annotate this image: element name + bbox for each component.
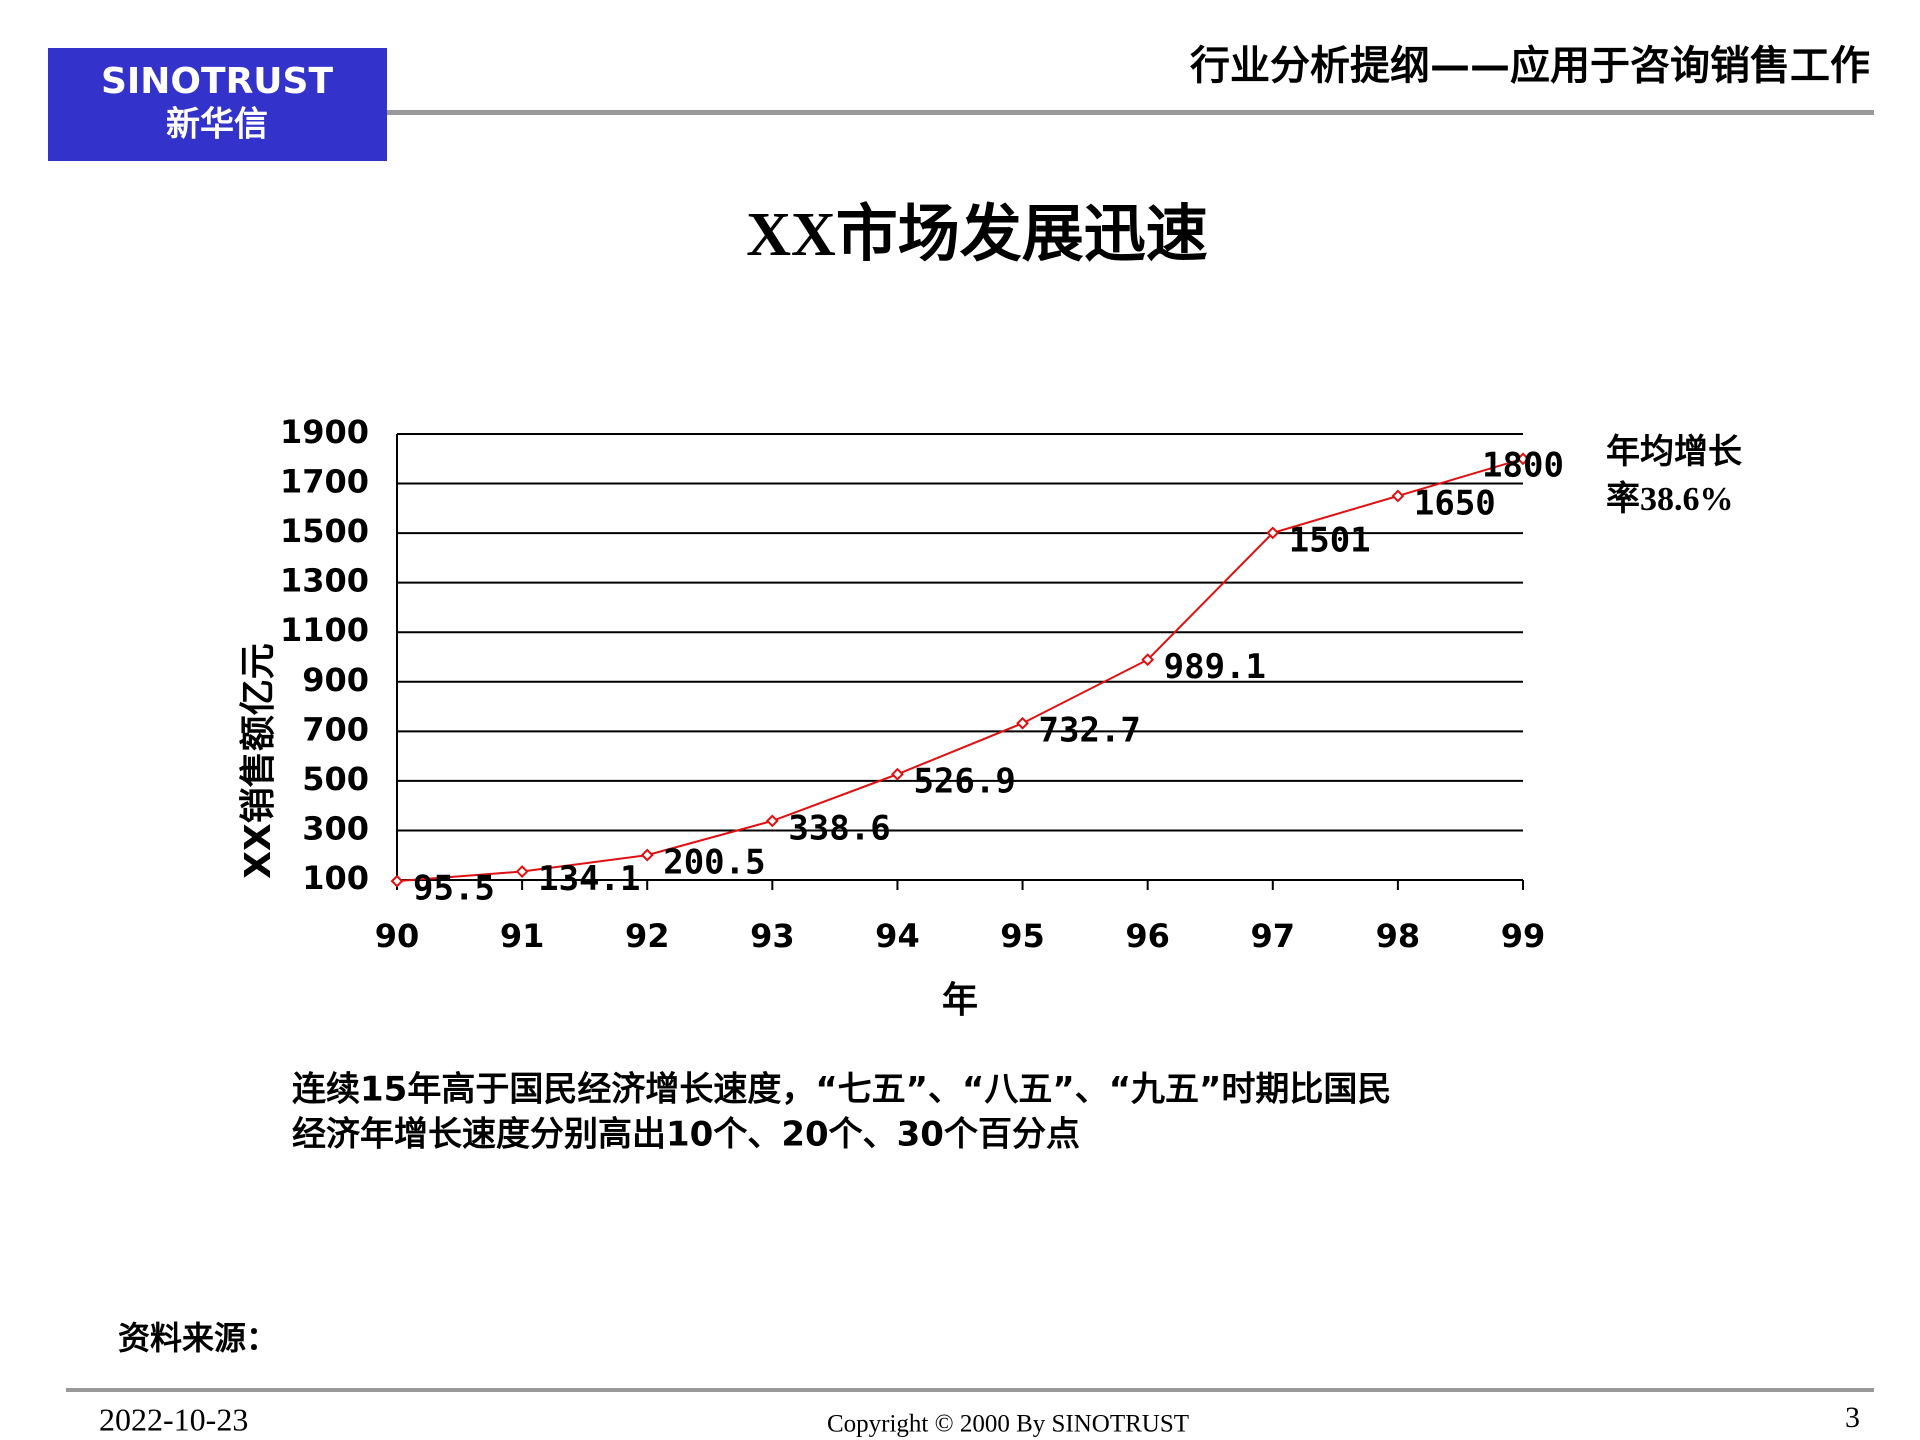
x-tick-label: 90 — [375, 917, 420, 955]
marker — [891, 767, 904, 781]
annotation: 率38.6% — [1606, 480, 1734, 518]
y-tick-label: 900 — [302, 661, 369, 699]
x-tick-label: 91 — [500, 917, 545, 955]
data-label: 1800 — [1482, 445, 1564, 485]
x-tick-label: 96 — [1125, 917, 1170, 955]
y-tick-label: 1300 — [280, 562, 369, 600]
y-axis-label: XX销售额亿元 — [238, 643, 279, 879]
footer-rule — [66, 1388, 1874, 1392]
x-tick-label: 98 — [1376, 917, 1421, 955]
x-tick-label: 97 — [1251, 917, 1296, 955]
marker — [390, 874, 404, 888]
date: 2022-10-23 — [99, 1401, 248, 1437]
x-tick-label: 94 — [875, 917, 920, 955]
marker — [640, 848, 654, 862]
y-tick-label: 1700 — [280, 463, 369, 501]
data-label: 526.9 — [913, 762, 1015, 802]
y-tick-label: 300 — [302, 809, 369, 847]
y-tick-label: 1500 — [280, 512, 369, 550]
marker — [1266, 526, 1280, 540]
marker — [1016, 716, 1029, 730]
data-label: 200.5 — [663, 843, 765, 883]
header-rule — [387, 110, 1874, 115]
y-tick-label: 1900 — [280, 413, 369, 451]
y-tick-label: 1100 — [280, 611, 369, 649]
marker — [1516, 452, 1530, 466]
x-tick-label: 95 — [1000, 917, 1045, 955]
marker — [1141, 653, 1155, 667]
x-tick-label: 92 — [625, 917, 670, 955]
logo-box — [48, 48, 387, 161]
marker — [765, 814, 779, 828]
data-label: 1501 — [1289, 520, 1371, 560]
y-tick-label: 500 — [302, 760, 369, 798]
line — [396, 457, 1524, 883]
marker — [1391, 489, 1405, 503]
annotation: 年均增长 — [1606, 433, 1742, 471]
y-tick-label: 700 — [302, 710, 369, 748]
data-label: 1650 — [1414, 483, 1496, 523]
data-label: 732.7 — [1039, 711, 1141, 751]
x-tick-label: 99 — [1501, 917, 1546, 955]
page-number: 3 — [1845, 1401, 1860, 1434]
note-line: 经济年增长速度分别高出10个、20个、30个百分点 — [292, 1115, 1080, 1155]
data-label: 95.5 — [413, 869, 495, 909]
logo-sub: 新华信 — [166, 105, 268, 145]
logo: SINOTRUST — [101, 61, 333, 102]
header-title: 行业分析提纲——应用于咨询销售工作 — [1190, 43, 1870, 89]
copyright: Copyright © 2000 By SINOTRUST — [827, 1411, 1189, 1438]
slide-title: XX市场发展迅速 — [746, 200, 1208, 269]
x-tick-label: 93 — [750, 917, 795, 955]
marker — [515, 865, 529, 878]
data-label: 134.1 — [538, 859, 640, 899]
data-label: 338.6 — [788, 808, 890, 848]
x-axis-label: 年 — [942, 980, 978, 1021]
note-line: 连续15年高于国民经济增长速度，“七五”、“八五”、“九五”时期比国民 — [292, 1070, 1391, 1110]
data-label: 989.1 — [1164, 647, 1266, 687]
source: 资料来源： — [118, 1319, 278, 1357]
y-tick-label: 100 — [302, 859, 369, 897]
